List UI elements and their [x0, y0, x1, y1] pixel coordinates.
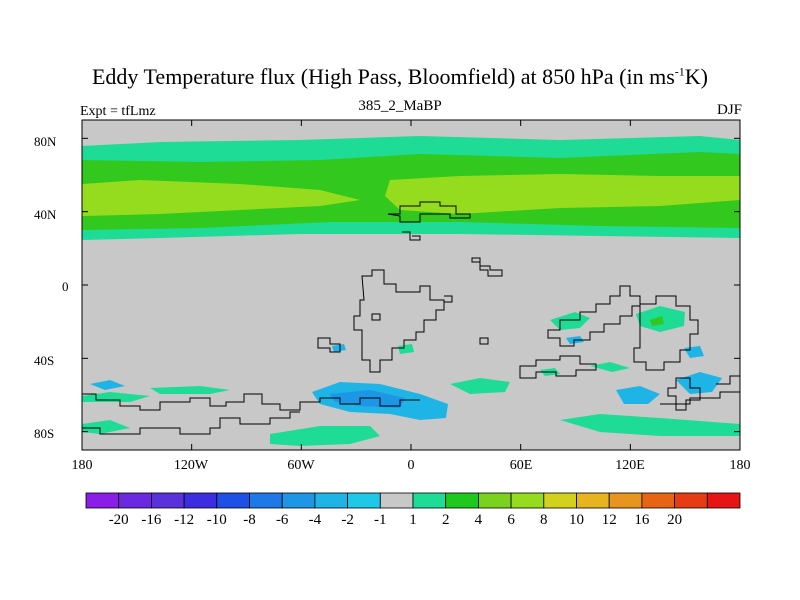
sh-patch-neg-east-c [684, 346, 704, 358]
title-text: Eddy Temperature flux (High Pass, Bloomf… [91, 64, 675, 89]
sh-patch-green-l [398, 344, 414, 354]
tick-marks [81, 120, 741, 450]
coastline-indonesia [547, 285, 641, 347]
colorbar-swatch [543, 492, 577, 509]
y-tick-label: 80S [34, 426, 55, 441]
colorbar-label: -4 [308, 512, 322, 528]
y-tick-label: 40N [34, 207, 57, 222]
sh-patch-green-c [150, 386, 230, 394]
sh-patch-green-k [560, 414, 740, 436]
colorbar-label: -8 [243, 512, 256, 528]
colorbar-swatch [379, 492, 414, 509]
nh-band-level-6-east [385, 174, 740, 214]
coastline-antarctica-east [660, 391, 740, 405]
colorbar-swatch [118, 492, 152, 509]
colorbar-swatch [445, 492, 479, 509]
colorbar-swatch [183, 492, 218, 509]
x-tick-label: 60E [509, 458, 533, 473]
colorbar-label: 6 [507, 512, 515, 528]
x-tick-label: 120W [173, 458, 209, 473]
colorbar-swatch [314, 492, 348, 509]
colorbar-label: 1 [409, 512, 417, 528]
colorbar-label: 4 [474, 512, 483, 528]
colorbar-swatch [641, 492, 676, 509]
colorbar-label: -20 [108, 512, 129, 528]
sh-patch-level-4-h [650, 316, 664, 326]
colorbar-label: -16 [141, 512, 162, 528]
nh-band-level-6 [82, 180, 360, 216]
coastline-south-america [353, 269, 445, 373]
sh-patch-neg-small [332, 344, 346, 352]
colorbar-label: 12 [601, 512, 617, 528]
title-exponent: -1 [674, 64, 685, 79]
colorbar-label: 8 [540, 512, 548, 528]
sh-patch-neg-west [90, 380, 125, 390]
coastline-med [402, 231, 421, 241]
sh-patch-green-e [82, 420, 130, 434]
chart-title: Eddy Temperature flux (High Pass, Bloomf… [0, 64, 800, 90]
colorbar-label: -6 [275, 512, 289, 528]
colorbar-label: -12 [174, 512, 195, 528]
y-tick-label: 40S [34, 353, 55, 368]
coastlines [82, 201, 740, 435]
coastline-nz [667, 377, 701, 411]
colorbar-swatch [249, 492, 283, 509]
colorbar-swatch [281, 492, 316, 509]
colorbar-swatch [216, 492, 250, 509]
x-tick-label: 60W [287, 458, 315, 473]
sh-patch-green-a [450, 378, 510, 394]
colorbar-label: 20 [667, 512, 683, 528]
coastline-europe [387, 201, 471, 223]
colorbar-label: 16 [634, 512, 650, 528]
subtitle: 385_2_MaBP [358, 98, 442, 114]
coastline-sea-islands [519, 355, 597, 379]
colorbar-swatch [477, 492, 512, 509]
x-tick-label: 180 [729, 458, 751, 473]
sh-patch-neg-east-a [616, 386, 660, 404]
coastline-patagonia [317, 337, 341, 353]
colorbar-swatch [608, 492, 643, 509]
sh-patch-green-i [590, 362, 630, 372]
colorbar-label: -2 [341, 512, 354, 528]
coastline-australia [633, 295, 699, 371]
y-tick-label: 80N [34, 134, 57, 149]
x-tick-label: 0 [407, 458, 415, 473]
sh-patch-green-b [270, 426, 380, 446]
season-label: DJF [716, 102, 742, 118]
colorbar-swatch [706, 492, 741, 509]
colorbar-label: -10 [206, 512, 227, 528]
colorbar-swatch [150, 492, 185, 509]
coastline-antarctica [82, 393, 420, 411]
colorbar-swatch [510, 492, 545, 509]
colorbar-swatch [412, 492, 447, 509]
colorbar-label: 2 [441, 512, 450, 528]
y-tick-label: 0 [62, 279, 69, 294]
coastline-africa-tip [444, 295, 453, 303]
coastline-nz-east [716, 375, 740, 385]
colorbar-label: -1 [374, 512, 387, 528]
colorbar [85, 492, 741, 509]
colorbar-label: 10 [569, 512, 584, 528]
colorbar-swatch [85, 492, 120, 509]
colorbar-swatch [576, 492, 610, 509]
x-tick-label: 180 [71, 458, 93, 473]
coastline-small-a [371, 313, 381, 321]
x-tick-label: 120E [615, 458, 645, 473]
colorbar-swatch [347, 492, 381, 509]
experiment-label: Expt = tfLmz [80, 104, 156, 119]
coastline-small-b [479, 337, 489, 345]
title-unit-tail: K) [684, 64, 708, 89]
colorbar-swatch [674, 492, 708, 509]
coastline-arabia [471, 257, 503, 277]
coastline-antarctica-low [82, 411, 300, 435]
